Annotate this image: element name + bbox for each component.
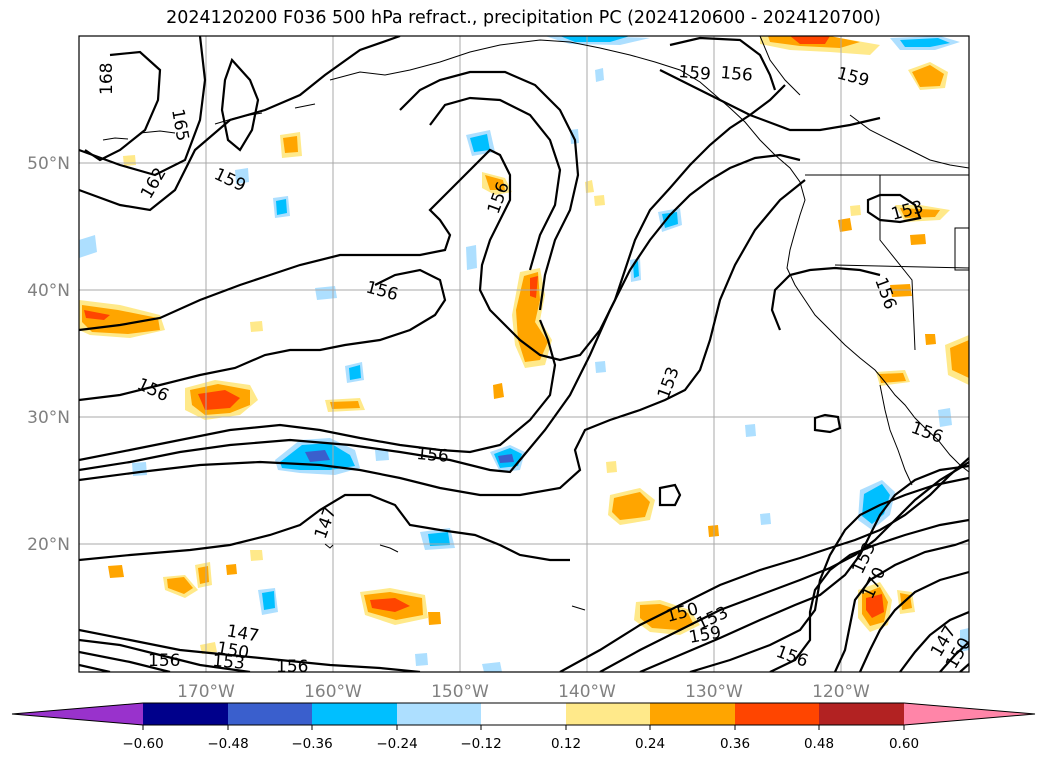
lon-label-170w: 170°W <box>177 682 235 702</box>
contour-label: 156 <box>148 651 180 671</box>
colorbar-segment <box>650 703 735 725</box>
colorbar-tick-label: 0.24 <box>635 736 665 752</box>
coastlines <box>102 36 969 611</box>
precip-negative-areas <box>79 36 969 672</box>
colorbar-tick-label: −0.48 <box>207 736 248 752</box>
colorbar-tick-label: 0.36 <box>720 736 750 752</box>
lat-label-50n: 50°N <box>27 154 70 174</box>
colorbar-segment <box>228 703 312 725</box>
chart-title: 2024120200 F036 500 hPa refract., precip… <box>166 8 881 28</box>
colorbar-segment <box>566 703 650 725</box>
lon-label-120w: 120°W <box>812 682 870 702</box>
colorbar-tick-label: 0.48 <box>804 736 834 752</box>
lon-label-140w: 140°W <box>558 682 616 702</box>
colorbar-tick-label: −0.12 <box>460 736 501 752</box>
colorbar-tick-label: 0.12 <box>551 736 581 752</box>
lat-label-30n: 30°N <box>27 408 70 428</box>
colorbar-tick-label: 0.60 <box>889 736 919 752</box>
lon-label-150w: 150°W <box>431 682 489 702</box>
lat-label-40n: 40°N <box>27 281 70 301</box>
precip-positive-areas <box>79 36 969 654</box>
lon-label-160w: 160°W <box>304 682 362 702</box>
contour-label: 168 <box>97 63 117 95</box>
contour-label: 156 <box>276 657 308 677</box>
colorbar-tick-label: −0.24 <box>376 736 417 752</box>
lat-label-20n: 20°N <box>27 535 70 555</box>
colorbar <box>11 702 1036 726</box>
lon-label-130w: 130°W <box>685 682 743 702</box>
colorbar-segment <box>143 703 228 725</box>
colorbar-segment <box>819 703 904 725</box>
colorbar-extend-low <box>12 703 143 725</box>
colorbar-ticks: −0.60 −0.48 −0.36 −0.24 −0.12 0.12 0.24 … <box>122 725 919 752</box>
contour-label: 153 <box>212 651 246 674</box>
colorbar-segment <box>397 703 481 725</box>
colorbar-segment <box>481 703 566 725</box>
contour-label: 156 <box>720 63 754 86</box>
map-area: 168 165 162 159 156 156 156 156 153 147 … <box>79 36 969 677</box>
colorbar-segment <box>735 703 819 725</box>
refractivity-contours <box>79 36 969 672</box>
colorbar-segment <box>312 703 397 725</box>
contour-label: 156 <box>416 444 450 467</box>
map-frame <box>78 35 970 673</box>
contour-label: 159 <box>678 62 712 85</box>
latitude-labels: 50°N 40°N 30°N 20°N <box>27 154 70 555</box>
colorbar-tick-label: −0.36 <box>291 736 332 752</box>
colorbar-extend-high <box>904 703 1035 725</box>
longitude-labels: 170°W 160°W 150°W 140°W 130°W 120°W <box>177 682 870 702</box>
colorbar-tick-label: −0.60 <box>122 736 163 752</box>
